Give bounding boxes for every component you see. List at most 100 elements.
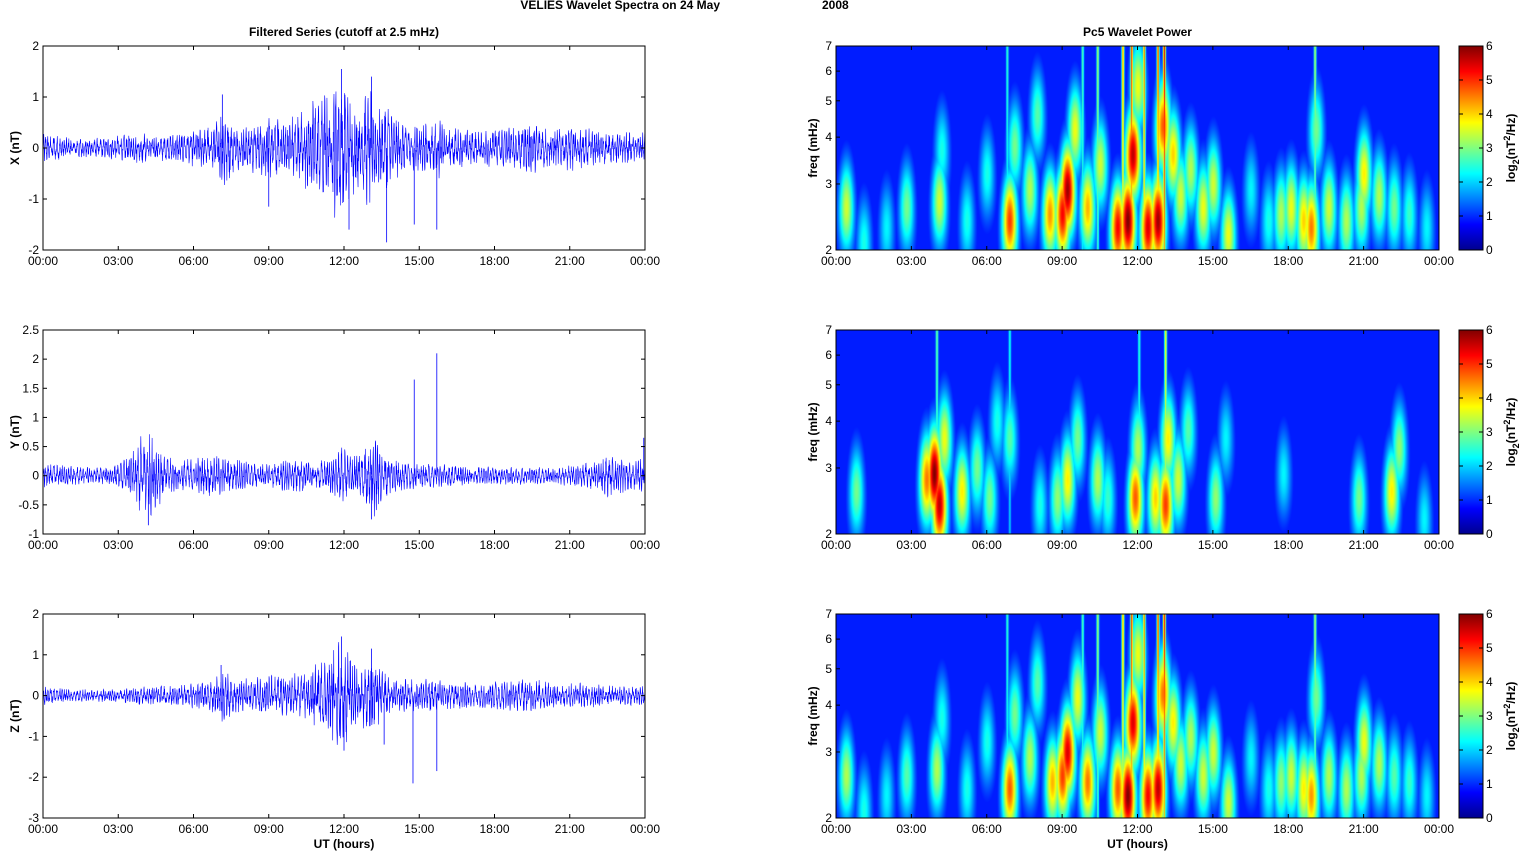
colorbar-tick-label: 0 — [1486, 811, 1493, 825]
x-tick-label: 00:00 — [630, 538, 660, 552]
x-tick-label: 00:00 — [630, 822, 660, 836]
colorbar-tick-label: 1 — [1486, 777, 1493, 791]
colorbar-tick-label: 3 — [1486, 709, 1493, 723]
x-tick-label: 15:00 — [1198, 538, 1228, 552]
y-axis-label: Z (nT) — [8, 699, 22, 732]
x-tick-label: 09:00 — [254, 822, 284, 836]
x-tick-label: 06:00 — [178, 538, 208, 552]
x-tick-label: 12:00 — [1122, 822, 1152, 836]
x-tick-label: 09:00 — [254, 254, 284, 268]
x-tick-label: 00:00 — [1424, 822, 1454, 836]
panel-z-heatmap: 2 3 4 5 6 7 00:00 03:00 06:00 09:00 12:00 15:00 18:0… — [806, 607, 1521, 851]
x-tick-label: 03:00 — [103, 822, 133, 836]
x-tick-label: 09:00 — [1047, 254, 1077, 268]
y-tick-label: 0.5 — [22, 440, 39, 454]
wavelet-heatmap — [836, 46, 1439, 250]
panel-title: Pc5 Wavelet Power — [1083, 25, 1192, 39]
x-tick-label: 06:00 — [972, 822, 1002, 836]
colorbar-label-unit: (nT — [1504, 424, 1518, 443]
x-tick-label: 00:00 — [28, 538, 58, 552]
x-tick-label: 00:00 — [28, 822, 58, 836]
y-tick-label: -1 — [28, 527, 39, 541]
colorbar-tick-label: 6 — [1486, 323, 1493, 337]
colorbar-label: log2(nT2/Hz) — [1502, 114, 1521, 183]
x-tick-label: 03:00 — [103, 254, 133, 268]
y-tick-label: -3 — [28, 811, 39, 825]
y-tick-label: 2 — [825, 527, 832, 541]
x-tick-label: 09:00 — [254, 538, 284, 552]
y-tick-label: 5 — [825, 662, 832, 676]
colorbar-label-sub: 2 — [1511, 159, 1521, 164]
colorbar-tick-label: 6 — [1486, 39, 1493, 53]
x-tick-label: 15:00 — [404, 822, 434, 836]
x-tick-label: 00:00 — [821, 822, 851, 836]
colorbar-tick-label: 2 — [1486, 175, 1493, 189]
colorbar-label-sub: 2 — [1511, 443, 1521, 448]
y-tick-label: 3 — [825, 177, 832, 191]
x-tick-label: 06:00 — [972, 254, 1002, 268]
y-tick-label: 2 — [32, 607, 39, 621]
colorbar-label: log2(nT2/Hz) — [1502, 398, 1521, 467]
y-axis-label: X (nT) — [8, 131, 22, 165]
series-line-z — [42, 642, 646, 745]
panel-x-line: -2 -1 0 1 2 00:00 03:00 06:00 09:00 12:00 15:00 18:… — [8, 25, 660, 268]
x-tick-label: 03:00 — [896, 538, 926, 552]
colorbar-tick-label: 3 — [1486, 425, 1493, 439]
y-axis-label: freq (mHz) — [806, 118, 820, 177]
figure-title: VELIES Wavelet Spectra on 24 May — [520, 0, 720, 12]
panel-y-line: -1 -0.5 0 0.5 1 1.5 2 2.5 00:00 03:00 06:00 09:00 12… — [8, 323, 660, 552]
y-tick-label: 0 — [32, 469, 39, 483]
colorbar-label-tail: /Hz) — [1504, 114, 1518, 136]
x-tick-label: 06:00 — [972, 538, 1002, 552]
y-tick-label: 6 — [825, 348, 832, 362]
colorbar-tick-label: 4 — [1486, 107, 1493, 121]
y-tick-label: -1 — [28, 729, 39, 743]
y-tick-label: 6 — [825, 64, 832, 78]
x-axis-label: UT (hours) — [314, 837, 375, 851]
x-tick-label: 21:00 — [555, 254, 585, 268]
series-line-y — [42, 434, 646, 517]
y-tick-label: 7 — [825, 39, 832, 53]
panel-title: Filtered Series (cutoff at 2.5 mHz) — [249, 25, 439, 39]
y-tick-label: 5 — [825, 94, 832, 108]
x-tick-label: 09:00 — [1047, 538, 1077, 552]
y-tick-label: 1 — [32, 648, 39, 662]
series-line-x — [42, 91, 646, 218]
x-tick-label: 18:00 — [479, 822, 509, 836]
y-tick-label: 7 — [825, 607, 832, 621]
panel-y-heatmap: 2 3 4 5 6 7 00:00 03:00 06:00 09:00 12:00 15:00 18:0… — [806, 323, 1521, 552]
x-tick-label: 15:00 — [404, 254, 434, 268]
x-tick-label: 12:00 — [1122, 254, 1152, 268]
y-tick-label: 7 — [825, 323, 832, 337]
y-tick-label: 2 — [825, 243, 832, 257]
y-tick-label: -0.5 — [18, 498, 39, 512]
y-tick-label: 4 — [825, 130, 832, 144]
y-tick-label: -1 — [28, 192, 39, 206]
colorbar-tick-label: 5 — [1486, 357, 1493, 371]
y-tick-label: 0 — [32, 689, 39, 703]
x-tick-label: 00:00 — [821, 538, 851, 552]
y-tick-label: 5 — [825, 378, 832, 392]
x-tick-label: 21:00 — [555, 538, 585, 552]
colorbar-tick-label: 1 — [1486, 209, 1493, 223]
x-tick-label: 18:00 — [1273, 254, 1303, 268]
colorbar-tick-label: 4 — [1486, 675, 1493, 689]
x-tick-label: 00:00 — [630, 254, 660, 268]
y-tick-label: 4 — [825, 698, 832, 712]
x-tick-label: 00:00 — [1424, 254, 1454, 268]
y-tick-label: 3 — [825, 745, 832, 759]
x-tick-label: 18:00 — [1273, 538, 1303, 552]
y-tick-label: -2 — [28, 243, 39, 257]
colorbar-tick-label: 1 — [1486, 493, 1493, 507]
y-axis-label: freq (mHz) — [806, 686, 820, 745]
x-tick-label: 12:00 — [329, 538, 359, 552]
x-tick-label: 12:00 — [1122, 538, 1152, 552]
panel-x-heatmap: 2 3 4 5 6 7 00:00 03:00 06:00 09:00 12:00 15:00 18:0… — [806, 25, 1521, 268]
colorbar-label-sup: 2 — [1502, 704, 1512, 709]
y-tick-label: 4 — [825, 414, 832, 428]
colorbar-tick-label: 0 — [1486, 527, 1493, 541]
colorbar-label-sup: 2 — [1502, 420, 1512, 425]
